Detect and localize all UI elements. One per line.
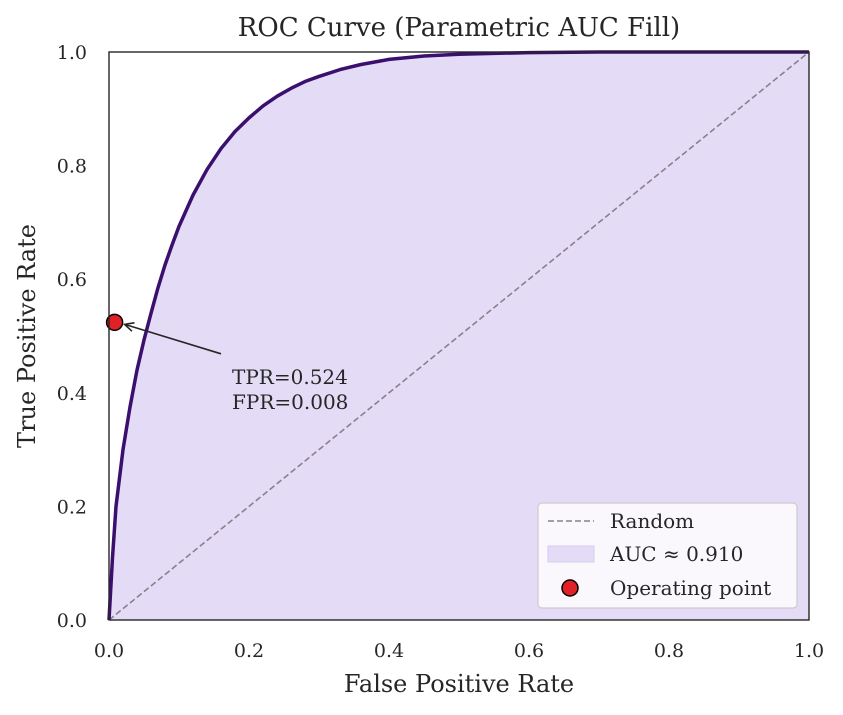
x-tick-label: 0.2	[234, 640, 264, 662]
y-tick-label: 0.8	[57, 156, 87, 178]
y-tick-label: 0.6	[57, 269, 87, 291]
legend-box	[537, 502, 798, 609]
annotation-tpr: TPR=0.524	[232, 365, 348, 389]
operating-point-layer	[105, 313, 124, 332]
chart-title: ROC Curve (Parametric AUC Fill)	[238, 13, 680, 43]
operating-point-marker	[105, 313, 124, 332]
plot-frame	[108, 51, 810, 621]
x-tick-label: 0.4	[374, 640, 404, 662]
legend-random-label: Random	[610, 509, 694, 533]
x-tick-label: 0.6	[514, 640, 544, 662]
random-line-layer	[108, 51, 810, 621]
y-tick-label: 0.0	[57, 610, 87, 632]
legend: Random AUC ≈ 0.910 Operating point	[537, 502, 798, 609]
roc-curve-layer	[107, 50, 809, 621]
annotation-layer: TPR=0.524 FPR=0.008	[122, 322, 348, 414]
y-axis-title: True Positive Rate	[13, 224, 41, 448]
x-tick-label: 0.8	[654, 640, 684, 662]
legend-operating-point-swatch	[561, 579, 579, 597]
annotation-arrowhead	[122, 322, 135, 332]
y-tick-label: 1.0	[57, 42, 87, 64]
x-tick-labels: 0.0 0.2 0.4 0.6 0.8 1.0	[94, 640, 824, 662]
legend-auc-swatch	[547, 545, 595, 563]
legend-auc-label: AUC ≈ 0.910	[609, 542, 743, 566]
roc-curve-line	[107, 50, 809, 621]
annotation-arrow	[124, 323, 222, 355]
legend-operating-point-label: Operating point	[610, 576, 771, 600]
x-tick-label: 1.0	[794, 640, 824, 662]
annotation-fpr: FPR=0.008	[232, 390, 348, 414]
y-tick-labels: 0.0 0.2 0.4 0.6 0.8 1.0	[57, 42, 87, 632]
y-tick-label: 0.4	[57, 383, 87, 405]
x-tick-label: 0.0	[94, 640, 124, 662]
x-axis-title: False Positive Rate	[344, 670, 574, 698]
y-tick-label: 0.2	[57, 496, 87, 518]
random-diagonal-line	[108, 51, 810, 621]
